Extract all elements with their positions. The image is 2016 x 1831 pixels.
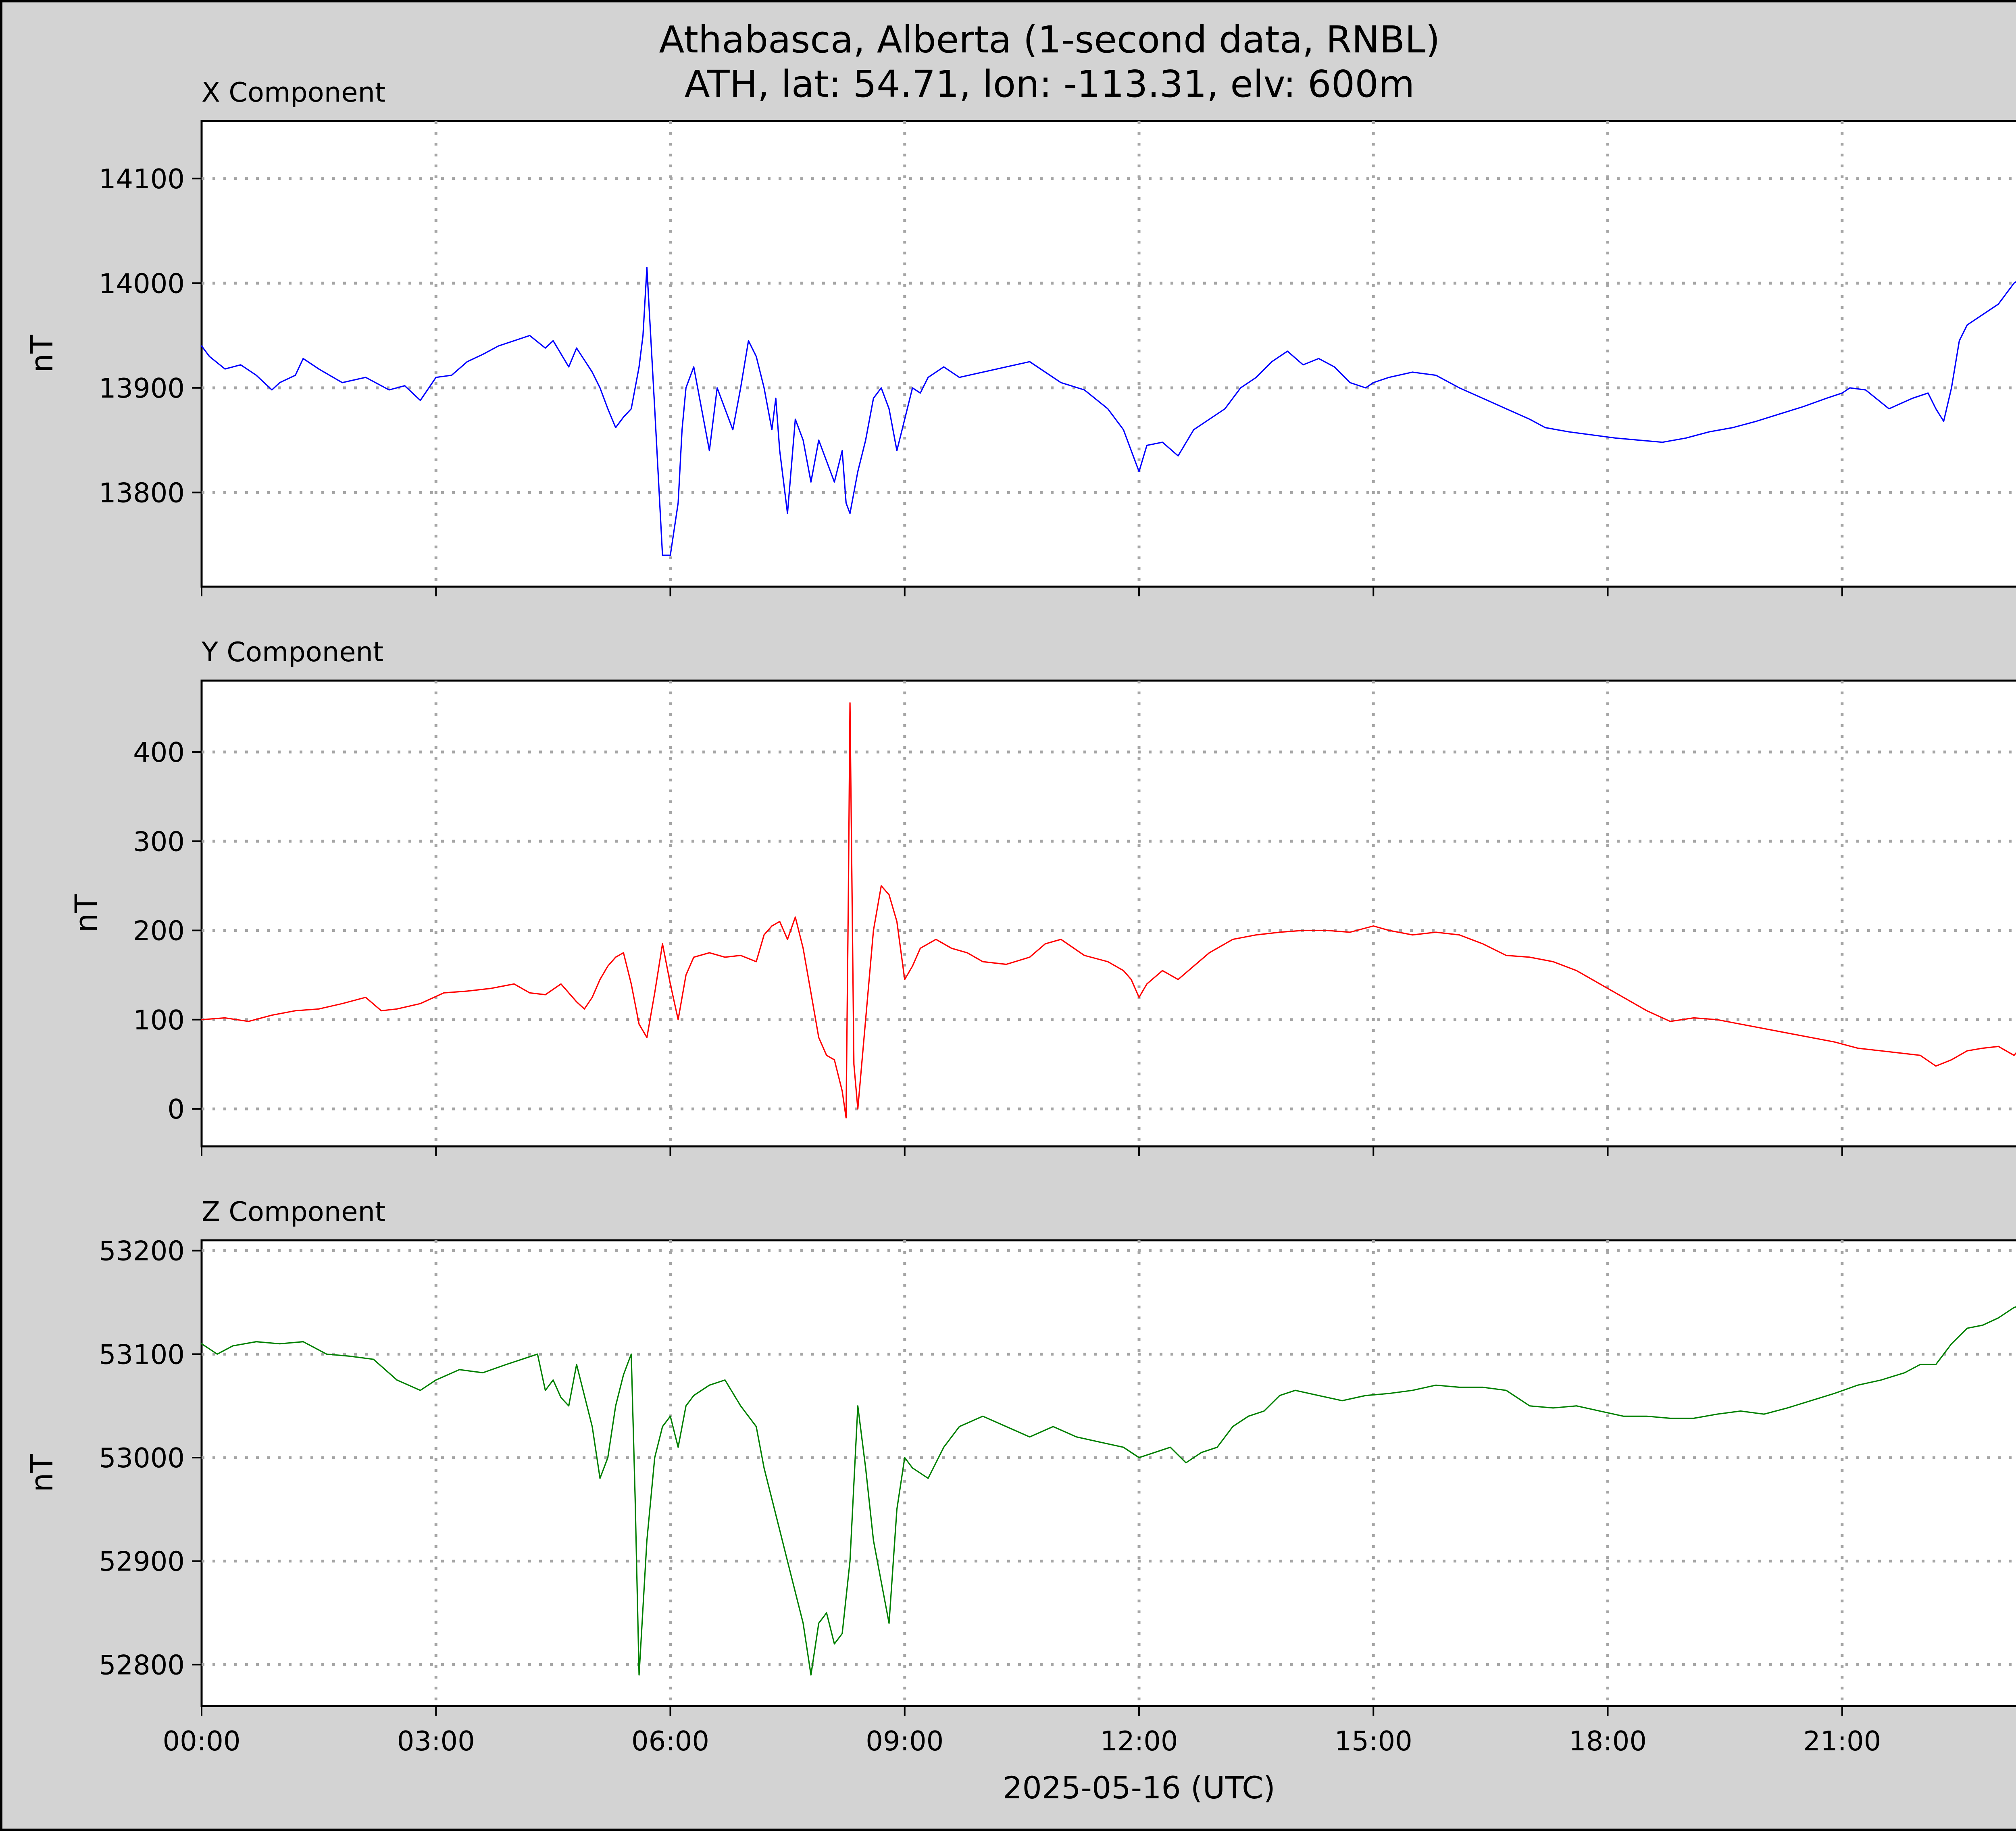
z-panel: 52800 52900 53000 53100 53200 Z Component nT 00…: [24, 1196, 2016, 1757]
x-ytick-label-1: 13900: [99, 373, 185, 404]
x-tick-label-3: 09:00: [866, 1725, 943, 1757]
x-panel-title: X Component: [202, 77, 385, 108]
y-ytick-label-3: 300: [133, 826, 185, 857]
y-y-axis-label: nT: [68, 894, 104, 933]
x-tick-label-2: 06:00: [631, 1725, 709, 1757]
x-tick-label-5: 15:00: [1335, 1725, 1412, 1757]
y-ytick-label-2: 200: [133, 915, 185, 947]
panels: 13800 13900 14000 14100 X Component nT 0 100 200…: [24, 77, 2016, 1757]
y-series-line: [201, 702, 2016, 1119]
z-panel-title: Z Component: [202, 1196, 385, 1227]
y-panel: 0 100 200 300 400 Y Component nT: [68, 636, 2016, 1156]
x-tick-label-4: 12:00: [1100, 1725, 1178, 1757]
x-plot-area: [200, 120, 2016, 588]
y-ytick-label-0: 0: [167, 1094, 185, 1125]
y-panel-title: Y Component: [201, 636, 383, 668]
z-plot-area: [200, 1239, 2016, 1707]
x-ytick-label-0: 13800: [99, 477, 185, 508]
z-ytick-label-3: 53100: [99, 1339, 185, 1370]
z-series-line: [201, 1306, 2016, 1676]
x-y-axis-label: nT: [24, 335, 60, 373]
figure-title-line2: ATH, lat: 54.71, lon: -113.31, elv: 600m: [685, 62, 1415, 106]
x-panel: 13800 13900 14000 14100 X Component nT: [24, 77, 2016, 596]
x-tick-label-1: 03:00: [397, 1725, 475, 1757]
x-ytick-label-2: 14000: [99, 268, 185, 299]
z-ytick-label-2: 53000: [99, 1442, 185, 1474]
x-tick-label-0: 00:00: [162, 1725, 240, 1757]
z-ytick-label-1: 52900: [99, 1546, 185, 1577]
z-y-axis-label: nT: [24, 1454, 60, 1492]
y-plot-area: [200, 679, 2016, 1148]
y-ytick-label-4: 400: [133, 737, 185, 768]
x-ytick-label-3: 14100: [99, 163, 185, 195]
y-ytick-label-1: 100: [133, 1004, 185, 1036]
x-tick-label-7: 21:00: [1803, 1725, 1881, 1757]
figure-title-line1: Athabasca, Alberta (1-second data, RNBL): [659, 18, 1440, 61]
z-ytick-label-0: 52800: [99, 1649, 185, 1681]
z-ytick-label-4: 53200: [99, 1235, 185, 1267]
x-tick-label-6: 18:00: [1569, 1725, 1647, 1757]
x-series-line: [201, 267, 2016, 556]
x-axis-label: 2025-05-16 (UTC): [1003, 1770, 1275, 1806]
